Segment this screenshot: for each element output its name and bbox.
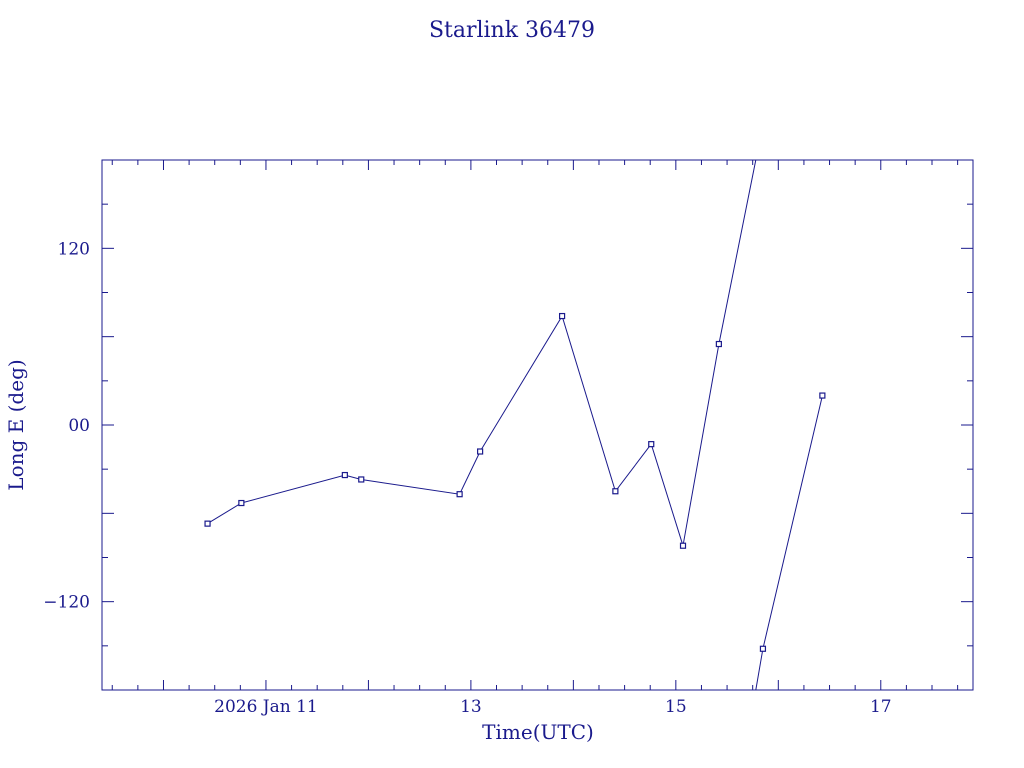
axis-ticks: [102, 159, 973, 691]
data-point: [558, 312, 566, 320]
chart-title: Starlink 36479: [429, 18, 595, 43]
data-point: [648, 441, 655, 448]
data-point: [715, 340, 722, 348]
x-tick-label: 15: [665, 697, 687, 717]
data-point: [759, 645, 767, 652]
series-line-1: [207, 159, 757, 546]
data-point: [679, 542, 687, 549]
plot-frame: [101, 159, 974, 691]
data-series: [204, 159, 826, 691]
data-point: [341, 471, 348, 479]
data-point: [204, 520, 211, 527]
data-point: [612, 488, 619, 495]
x-axis-label: Time(UTC): [482, 720, 594, 744]
x-tick-label: 13: [460, 697, 482, 717]
y-tick-label: 00: [68, 416, 90, 436]
y-tick-label: 120: [58, 239, 90, 259]
x-tick-label: 17: [870, 697, 892, 717]
data-point: [238, 499, 245, 507]
y-axis-label: Long E (deg): [4, 359, 28, 490]
x-tick-label: 2026 Jan 11: [214, 697, 318, 717]
data-point: [456, 491, 463, 498]
tick-labels: 2026 Jan 11 13 15 17 120 00 −120: [43, 239, 891, 717]
data-point: [358, 476, 365, 483]
data-point: [477, 448, 484, 455]
y-tick-label: −120: [43, 593, 90, 613]
data-point: [819, 392, 826, 399]
